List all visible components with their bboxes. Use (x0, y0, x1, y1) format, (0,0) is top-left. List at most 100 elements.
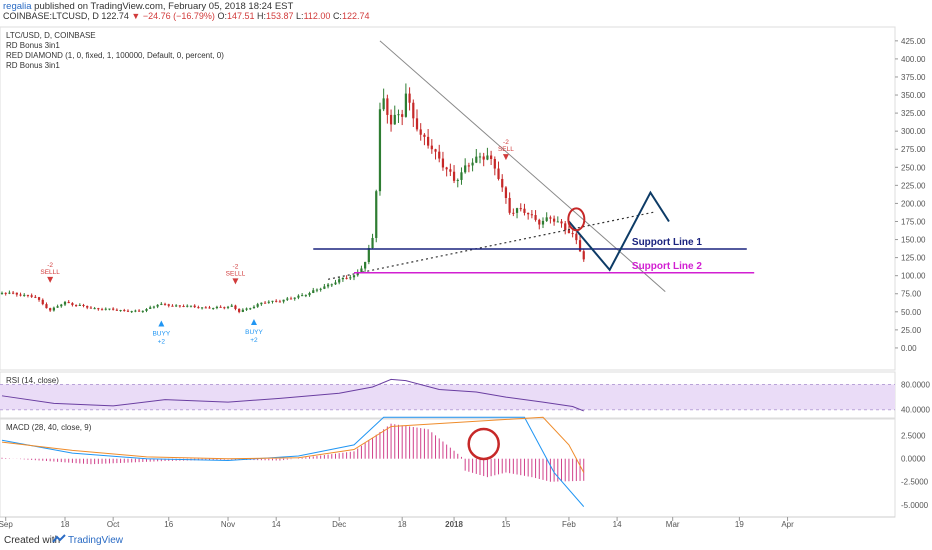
candle-body (137, 310, 141, 312)
sell-signal-value: -2 (233, 263, 239, 270)
candle-body (345, 277, 348, 279)
macd-tick-label: -5.0000 (901, 501, 929, 510)
rsi-legend: RSI (14, close) (6, 376, 59, 385)
candle-body (134, 310, 137, 312)
candle-body (82, 304, 85, 306)
candle-body (323, 286, 326, 289)
price-tick-label: 325.00 (901, 109, 926, 118)
candle-body (452, 171, 456, 181)
candle-body (415, 118, 419, 130)
price-tick-label: 150.00 (901, 236, 926, 245)
rsi-band (0, 384, 895, 410)
candle-body (241, 309, 244, 312)
author-link[interactable]: regalia (3, 1, 32, 12)
macd-tick-label: -2.5000 (901, 478, 929, 487)
macd-line (1, 416, 585, 507)
candle-body (141, 310, 144, 312)
candle-body (115, 309, 118, 311)
candle-body (30, 295, 33, 297)
low-label: L: (296, 11, 304, 21)
candle-body (112, 308, 115, 310)
candle-body (556, 221, 559, 223)
sell-arrow-icon (47, 276, 54, 283)
candle-body (441, 158, 445, 168)
chart-header: regalia published on TradingView.com, Fe… (0, 0, 932, 22)
candle-body (74, 305, 78, 307)
time-tick-label: 15 (501, 520, 510, 529)
candle-body (460, 172, 463, 180)
close-label: C: (332, 11, 342, 21)
trading-chart[interactable]: 0.00 25.00 50.00 75.00 100.00 125.00 150.00 175… (0, 22, 932, 531)
candle-body (293, 297, 296, 299)
open-label: O: (217, 11, 227, 21)
symbol-label: COINBASE:LTCUSD, D (3, 11, 99, 21)
candle-body (49, 308, 52, 311)
candle-body (212, 308, 215, 310)
candle-body (508, 197, 511, 213)
created-with-text: Created with (4, 535, 61, 546)
candle-body (67, 301, 70, 304)
price-tick-label: 25.00 (901, 326, 922, 335)
forecast-path (568, 190, 670, 272)
candle-body (160, 303, 163, 305)
candle-body (397, 114, 400, 116)
candle-body (352, 275, 356, 278)
time-tick-label: Dec (332, 520, 346, 529)
candle-body (482, 156, 485, 160)
time-tick-label: Apr (781, 520, 794, 529)
candle-body (378, 109, 382, 192)
candle-body (449, 169, 452, 172)
candle-body (171, 305, 174, 307)
candle-body (126, 310, 130, 312)
time-tick-label: Nov (221, 520, 235, 529)
tradingview-brand[interactable]: TradingView (68, 535, 124, 546)
price-tick-label: 250.00 (901, 163, 926, 172)
candle-body (208, 307, 211, 309)
indicator-legend: RED DIAMOND (1, 0, fixed, 1, 100000, Def… (6, 51, 224, 60)
candle-body (530, 214, 533, 216)
price-change: −24.76 (−16.79%) (142, 11, 215, 21)
price-tick-label: 50.00 (901, 308, 922, 317)
down-arrow-icon: ▼ (131, 11, 141, 21)
time-tick-label: Sep (0, 520, 13, 529)
sell-arrow-icon (502, 154, 509, 161)
candle-body (45, 304, 48, 309)
candle-body (523, 208, 526, 213)
candle-body (238, 308, 241, 312)
candle-body (412, 102, 415, 119)
candle-body (189, 305, 193, 307)
candle-body (78, 304, 81, 306)
candle-body (389, 114, 393, 125)
candle-body (271, 300, 274, 302)
buy-signal-value: +2 (158, 338, 166, 345)
candle-body (471, 162, 474, 166)
price-tick-label: 275.00 (901, 145, 926, 154)
candle-body (304, 295, 307, 297)
candle-body (486, 155, 489, 160)
descending-trendline (379, 40, 666, 292)
candle-body (501, 178, 504, 188)
candle-body (315, 289, 319, 291)
candle-body (334, 282, 337, 285)
candle-body (186, 305, 189, 307)
rsi-tick-label: 80.0000 (901, 380, 930, 389)
macd-tick-label: 0.0000 (901, 455, 926, 464)
candle-body (571, 233, 574, 235)
candle-body (527, 212, 530, 215)
price-tick-label: 125.00 (901, 254, 926, 263)
dotted-trendline (327, 211, 655, 280)
candle-body (34, 296, 37, 298)
candle-body (419, 129, 422, 135)
candle-body (382, 98, 385, 110)
candle-body (360, 268, 363, 272)
support-line-2-label: Support Line 2 (632, 261, 702, 272)
candle-body (89, 307, 93, 309)
candle-body (564, 223, 567, 231)
time-tick-label: Feb (562, 520, 576, 529)
sell-signal-value: -2 (503, 139, 509, 146)
candle-body (545, 217, 548, 221)
candle-body (319, 288, 322, 290)
candle-body (401, 114, 404, 117)
price-tick-label: 100.00 (901, 272, 926, 281)
candle-body (204, 307, 207, 309)
